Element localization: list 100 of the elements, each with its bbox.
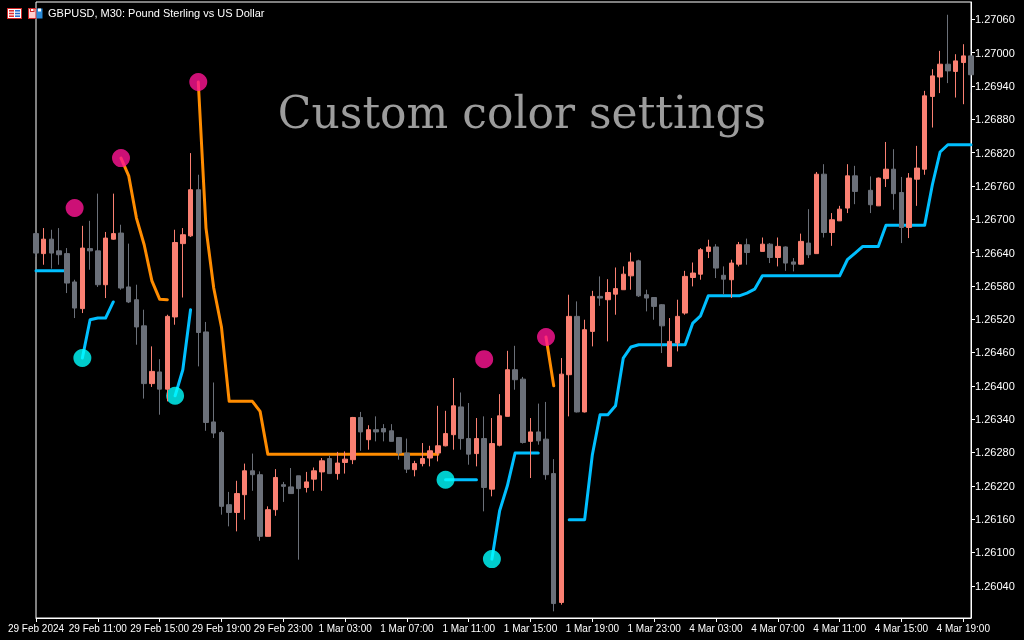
- candlestick: [791, 257, 796, 272]
- y-tick-label: 1.26820: [975, 146, 1015, 159]
- y-tick-label: 1.26220: [975, 479, 1015, 492]
- point: [436, 470, 455, 489]
- candlestick: [744, 238, 750, 266]
- candlestick: [845, 163, 850, 214]
- candlestick: [41, 227, 46, 266]
- point: [166, 386, 185, 405]
- candlestick: [497, 393, 502, 447]
- candlestick: [505, 350, 510, 417]
- x-tick-label: 29 Feb 23:00: [253, 622, 314, 634]
- candlestick: [667, 317, 672, 367]
- candlestick: [806, 208, 811, 259]
- candlestick: [257, 470, 263, 542]
- candlestick: [157, 358, 162, 416]
- candlestick: [141, 309, 147, 400]
- candlestick: [883, 141, 889, 188]
- candlestick: [922, 90, 927, 176]
- candlestick: [543, 401, 549, 481]
- candlestick: [760, 237, 765, 252]
- candlestick: [350, 416, 356, 465]
- candlestick: [56, 227, 62, 266]
- candlestick: [389, 423, 394, 442]
- candlestick: [180, 227, 186, 298]
- candlestick: [698, 247, 703, 281]
- x-tick-label: 1 Mar 11:00: [442, 622, 496, 634]
- candlestick: [95, 193, 101, 288]
- candlestick: [953, 53, 958, 99]
- point: [189, 72, 208, 91]
- candlestick: [80, 225, 85, 314]
- point: [73, 349, 92, 368]
- candlestick: [335, 451, 340, 481]
- candlestick: [458, 391, 464, 451]
- candlestick: [837, 205, 842, 222]
- candlestick: [945, 14, 951, 84]
- x-tick-label: 1 Mar 23:00: [627, 622, 682, 634]
- x-tick-label: 29 Feb 2024: [7, 622, 65, 634]
- candlestick: [621, 265, 626, 291]
- candlestick: [404, 438, 410, 474]
- candlestick: [574, 300, 580, 413]
- candlestick: [149, 345, 155, 388]
- point: [475, 350, 494, 369]
- y-tick-label: 1.27000: [975, 46, 1015, 59]
- candlestick: [721, 265, 726, 296]
- candlestick: [868, 175, 873, 214]
- y-tick-label: 1.26160: [975, 513, 1015, 526]
- candlestick: [937, 50, 943, 94]
- candlestick: [729, 259, 734, 299]
- candlestick: [87, 220, 93, 271]
- x-tick-label: 1 Mar 03:00: [318, 622, 373, 634]
- candlestick: [311, 466, 317, 492]
- x-tick-label: 1 Mar 07:00: [380, 622, 435, 634]
- y-tick-label: 1.26640: [975, 246, 1015, 259]
- candlestick: [64, 247, 70, 294]
- candlestick: [520, 376, 526, 445]
- candlestick: [636, 259, 641, 298]
- candlestick: [219, 430, 224, 516]
- candlestick: [659, 303, 665, 354]
- candlestick: [605, 278, 611, 342]
- candlestick: [373, 415, 379, 442]
- candlestick: [250, 453, 255, 492]
- candlestick: [296, 475, 301, 561]
- candlestick: [474, 417, 479, 467]
- candlestick: [536, 403, 541, 446]
- y-tick-label: 1.26940: [975, 79, 1015, 92]
- candlestick: [489, 417, 495, 497]
- x-tick-label: 4 Mar 15:00: [874, 622, 929, 634]
- candlestick: [242, 463, 247, 521]
- candlestick: [914, 145, 920, 207]
- x-tick-label: 4 Mar 19:00: [936, 622, 991, 634]
- candlestick: [435, 405, 441, 462]
- candlestick: [512, 345, 518, 391]
- x-tick-label: 29 Feb 15:00: [130, 622, 190, 634]
- x-tick-label: 1 Mar 19:00: [565, 622, 620, 634]
- candlestick: [358, 411, 363, 452]
- x-tick-label: 4 Mar 11:00: [813, 622, 867, 634]
- candlestick: [798, 233, 804, 266]
- x-tick-label: 4 Mar 03:00: [689, 622, 744, 634]
- y-tick-label: 1.26520: [975, 313, 1015, 326]
- candlestick: [319, 457, 325, 492]
- candlestick: [281, 481, 286, 503]
- candlestick: [783, 245, 788, 272]
- candlestick: [899, 176, 904, 244]
- candlestick: [188, 152, 193, 238]
- candlestick: [628, 252, 634, 291]
- x-tick-label: 1 Mar 15:00: [503, 622, 558, 634]
- x-tick-label: 29 Feb 19:00: [191, 622, 252, 634]
- candlestick: [775, 237, 781, 267]
- candlestick: [713, 243, 719, 279]
- candlestick: [427, 445, 433, 467]
- candlestick: [226, 491, 232, 527]
- candlestick: [165, 314, 170, 402]
- candlestick: [582, 319, 587, 413]
- candlestick: [172, 229, 178, 326]
- candlestick: [597, 275, 603, 307]
- candlestick: [706, 239, 711, 259]
- candlestick: [528, 417, 533, 479]
- candlestick: [891, 148, 896, 211]
- y-tick-label: 1.26340: [975, 413, 1015, 426]
- candlestick: [420, 442, 425, 467]
